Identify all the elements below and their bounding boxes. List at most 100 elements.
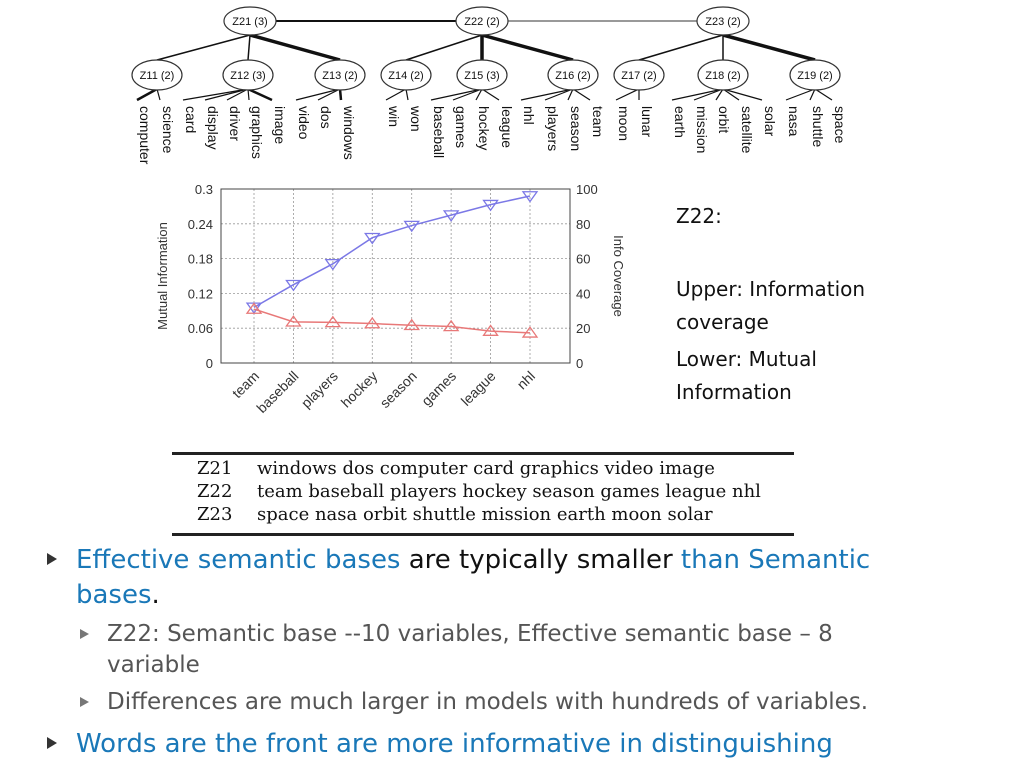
- tree-link: [481, 33, 574, 62]
- topic-node: [696, 6, 750, 36]
- leaf-word: windows: [341, 105, 357, 160]
- topic-node: [789, 59, 841, 91]
- topic-node-label: Z21 (3): [232, 16, 267, 28]
- topic-node-label: Z15 (3): [464, 70, 499, 82]
- data-point: [442, 319, 460, 332]
- bullet-marker: [47, 553, 57, 565]
- x-tick-label: hockey: [338, 368, 381, 411]
- data-point: [364, 316, 381, 329]
- leaf-word: moon: [616, 106, 632, 141]
- sub-bullet-z22: Z22: Semantic base --10 variables, Effec…: [107, 621, 833, 678]
- bullet-marker: [47, 737, 57, 749]
- topic-node-label: Z22 (2): [464, 16, 499, 28]
- topic-node: [131, 59, 183, 91]
- y-left-tick-label: 0.06: [188, 321, 213, 336]
- tree-link: [452, 88, 483, 101]
- topic-node: [697, 59, 749, 91]
- tree-link: [567, 88, 574, 101]
- y-right-tick-label: 0: [576, 356, 583, 371]
- tree-link: [182, 88, 249, 101]
- table-topic: Z21: [197, 458, 233, 479]
- plot-frame: [220, 188, 571, 364]
- topic-node-label: Z23 (2): [705, 16, 740, 28]
- leaf-word: video: [296, 106, 312, 140]
- sub-bullet-marker: [80, 629, 89, 639]
- leaf-word: satellite: [739, 106, 755, 154]
- y-right-tick-label: 40: [576, 286, 590, 301]
- leaf-word: earth: [672, 106, 688, 138]
- tree-link: [544, 88, 574, 101]
- bullet-highlight: Words are the front are more informative…: [76, 729, 833, 759]
- leaf-word: league: [499, 106, 515, 148]
- y-left-axis-title: Mutual Information: [155, 222, 170, 330]
- tree-link: [156, 34, 251, 61]
- leaf-word: science: [160, 106, 176, 154]
- topic-node-label: Z17 (2): [621, 70, 656, 82]
- table-words: space nasa orbit shuttle mission earth m…: [257, 504, 713, 525]
- tree-link: [249, 33, 341, 62]
- table-topic: Z22: [197, 481, 233, 502]
- table-bottom-rule: [172, 533, 794, 536]
- tree-link: [136, 87, 158, 102]
- x-tick-label: baseball: [253, 368, 301, 416]
- tree-link: [338, 88, 343, 101]
- x-tick-label: team: [229, 368, 262, 401]
- y-left-tick-label: 0.18: [188, 252, 213, 267]
- y-right-tick-label: 80: [576, 217, 590, 232]
- series-line: [253, 308, 531, 334]
- leaf-word: baseball: [431, 106, 447, 158]
- data-point: [403, 220, 420, 233]
- topic-node-label: Z18 (2): [705, 70, 740, 82]
- topic-node: [380, 59, 432, 91]
- x-tick-label: league: [458, 368, 499, 409]
- tree-link: [671, 88, 724, 101]
- leaf-word: nhl: [521, 106, 537, 125]
- leaf-word: shuttle: [810, 106, 826, 147]
- tree-link: [405, 88, 409, 101]
- data-point: [245, 302, 263, 314]
- tree-link: [247, 87, 273, 102]
- data-point: [482, 324, 499, 336]
- y-right-tick-label: 60: [576, 252, 590, 267]
- x-tick-label: season: [377, 368, 420, 411]
- leaf-word: space: [832, 106, 848, 144]
- leaf-word: season: [568, 106, 584, 151]
- tree-link: [615, 88, 640, 101]
- topic-node-label: Z12 (3): [230, 70, 265, 82]
- y-left-tick-label: 0.12: [188, 286, 213, 301]
- table-topic: Z23: [197, 504, 233, 525]
- table-top-rule: [172, 452, 794, 455]
- topic-node-label: Z11 (2): [140, 70, 175, 82]
- z22-line-chart: 0 0.06 0.12 0.18 0.24 0.3 0 20 40 60 80 100 Mutual I…: [155, 182, 626, 416]
- topic-node-label: Z13 (2): [322, 70, 357, 82]
- tree-link: [156, 88, 161, 101]
- bullet-text: are typically smaller: [400, 545, 681, 575]
- data-point: [442, 210, 460, 222]
- x-tick-label: nhl: [514, 368, 539, 393]
- y-right-axis-title: Info Coverage: [611, 235, 626, 317]
- y-right-tick-label: 100: [576, 182, 598, 197]
- data-point: [364, 232, 381, 245]
- leaf-word: players: [545, 106, 561, 151]
- legend-upper: Upper: Information coverage: [676, 277, 866, 334]
- series-line: [253, 195, 531, 308]
- tree-link: [715, 88, 724, 101]
- tree-link: [475, 88, 483, 101]
- sub-bullet-marker: [80, 697, 89, 707]
- y-right-tick-label: 20: [576, 321, 590, 336]
- tree-link: [520, 88, 574, 101]
- leaf-word: won: [408, 105, 424, 132]
- leaf-word: win: [386, 105, 402, 127]
- leaf-word: mission: [694, 106, 710, 153]
- data-point: [324, 315, 342, 328]
- data-point: [403, 318, 420, 331]
- tree-link: [247, 88, 250, 101]
- bullet-highlight: than Semantic bases: [76, 545, 871, 610]
- data-point: [285, 279, 302, 292]
- legend-title: Z22:: [676, 204, 722, 228]
- data-point: [324, 258, 342, 271]
- tree-link: [814, 88, 833, 101]
- leaf-word: graphics: [249, 106, 265, 159]
- topic-table: Z21 windows dos computer card graphics vi…: [172, 452, 796, 538]
- tree-link: [385, 88, 407, 101]
